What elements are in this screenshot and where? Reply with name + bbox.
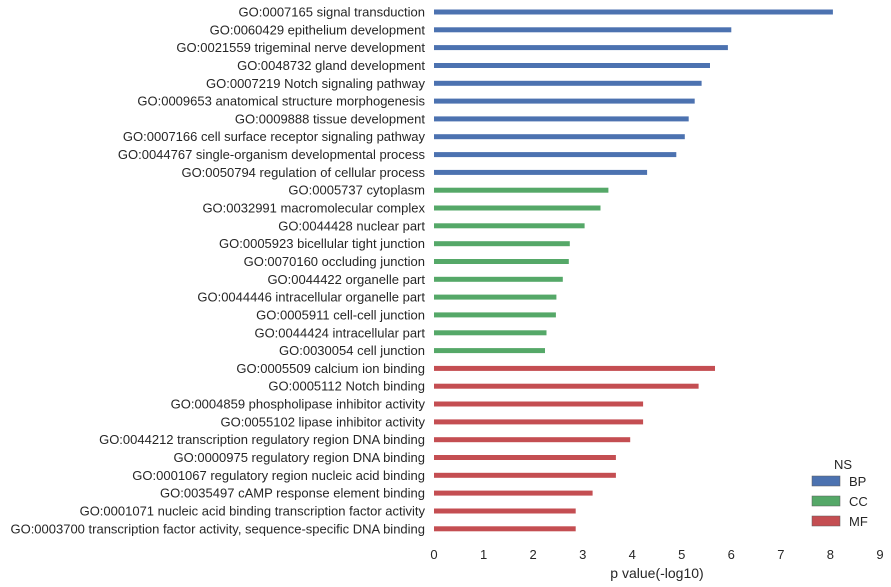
x-tick-label: 1 bbox=[480, 547, 487, 562]
bar-cc bbox=[434, 294, 557, 300]
category-label: GO:0005911 cell-cell junction bbox=[256, 307, 425, 322]
bar-bp bbox=[434, 27, 732, 33]
x-tick-label: 3 bbox=[579, 547, 586, 562]
category-label: GO:0044767 single-organism developmental… bbox=[118, 147, 426, 162]
bar-bp bbox=[434, 63, 710, 68]
category-label: GO:0007166 cell surface receptor signali… bbox=[123, 129, 426, 144]
bar-cc bbox=[434, 312, 556, 318]
bar-mf bbox=[434, 365, 715, 371]
category-label: GO:0005112 Notch binding bbox=[268, 379, 425, 394]
x-axis-title: p value(-log10) bbox=[610, 565, 703, 581]
category-labels-group: GO:0007165 signal transduction GO:0060429… bbox=[10, 5, 425, 537]
bar-mf bbox=[434, 455, 616, 460]
x-tick-label: 5 bbox=[678, 547, 685, 562]
bar-bp bbox=[434, 152, 677, 158]
category-label: GO:0001071 nucleic acid binding transcri… bbox=[80, 504, 426, 519]
legend-items-group: BP CC MF bbox=[811, 474, 868, 529]
category-label: GO:0005509 calcium ion binding bbox=[236, 361, 425, 376]
category-label: GO:0005737 cytoplasm bbox=[288, 183, 425, 198]
legend-title: NS bbox=[834, 457, 852, 472]
legend-swatch bbox=[811, 515, 841, 527]
legend-label: CC bbox=[849, 494, 868, 509]
bar-bp bbox=[434, 9, 833, 15]
bar-cc bbox=[434, 223, 585, 229]
x-axis-ticks-group: 0 1 2 3 4 5 6 7 8 9 bbox=[430, 547, 883, 562]
category-label: GO:0070160 occluding junction bbox=[244, 254, 425, 269]
bars-group bbox=[434, 9, 833, 532]
category-label: GO:0009888 tissue development bbox=[235, 111, 425, 126]
category-label: GO:0044428 nuclear part bbox=[278, 218, 425, 233]
x-tick-label: 4 bbox=[629, 547, 636, 562]
category-label: GO:0004859 phospholipase inhibitor activ… bbox=[171, 397, 426, 412]
category-label: GO:0055102 lipase inhibitor activity bbox=[220, 414, 425, 429]
category-label: GO:0009653 anatomical structure morphoge… bbox=[137, 94, 425, 109]
legend-swatch bbox=[811, 475, 841, 487]
category-label: GO:0000975 regulatory region DNA binding bbox=[174, 450, 426, 465]
x-tick-label: 6 bbox=[728, 547, 735, 562]
x-tick-label: 2 bbox=[529, 547, 536, 562]
category-label: GO:0048732 gland development bbox=[237, 58, 425, 73]
bar-mf bbox=[434, 472, 616, 478]
bar-bp bbox=[434, 80, 702, 86]
bar-bp bbox=[434, 169, 648, 175]
x-tick-label: 0 bbox=[430, 547, 437, 562]
category-label: GO:0007219 Notch signaling pathway bbox=[206, 76, 425, 91]
bar-mf bbox=[434, 508, 576, 514]
bar-mf bbox=[434, 383, 699, 389]
bar-cc bbox=[434, 330, 547, 336]
x-tick-label: 9 bbox=[876, 547, 883, 562]
bar-mf bbox=[434, 401, 644, 407]
legend-label: BP bbox=[849, 474, 866, 489]
category-label: GO:0001067 regulatory region nucleic aci… bbox=[132, 468, 425, 483]
x-tick-label: 7 bbox=[777, 547, 784, 562]
category-label: GO:0044424 intracellular part bbox=[254, 325, 425, 340]
bar-mf bbox=[434, 419, 644, 425]
legend-swatch bbox=[811, 495, 841, 507]
bar-bp bbox=[434, 134, 685, 140]
category-label: GO:0060429 epithelium development bbox=[210, 22, 426, 37]
category-label: GO:0044212 transcription regulatory regi… bbox=[99, 432, 425, 447]
legend-label: MF bbox=[849, 514, 868, 529]
bar-bp bbox=[434, 45, 728, 51]
category-label: GO:0050794 regulation of cellular proces… bbox=[181, 165, 425, 180]
category-label: GO:0032991 macromolecular complex bbox=[202, 201, 425, 216]
bar-mf bbox=[434, 437, 631, 443]
category-label: GO:0007165 signal transduction bbox=[239, 5, 425, 20]
x-tick-label: 8 bbox=[827, 547, 834, 562]
category-label: GO:0003700 transcription factor activity… bbox=[10, 521, 425, 536]
bar-cc bbox=[434, 259, 569, 264]
category-label: GO:0005923 bicellular tight junction bbox=[219, 236, 425, 251]
category-label: GO:0021559 trigeminal nerve development bbox=[176, 40, 425, 55]
bar-cc bbox=[434, 241, 570, 247]
category-label: GO:0030054 cell junction bbox=[279, 343, 425, 358]
bar-mf bbox=[434, 526, 576, 532]
bar-cc bbox=[434, 205, 601, 211]
category-label: GO:0044422 organelle part bbox=[267, 272, 425, 287]
bar-cc bbox=[434, 348, 545, 354]
legend: NS BP CC MF bbox=[811, 457, 868, 529]
bar-bp bbox=[434, 98, 695, 104]
category-label: GO:0035497 cAMP response element binding bbox=[160, 486, 425, 501]
bar-bp bbox=[434, 116, 689, 122]
category-label: GO:0044446 intracellular organelle part bbox=[197, 290, 425, 305]
bar-cc bbox=[434, 276, 563, 282]
bar-mf bbox=[434, 490, 593, 496]
bar-cc bbox=[434, 187, 609, 193]
